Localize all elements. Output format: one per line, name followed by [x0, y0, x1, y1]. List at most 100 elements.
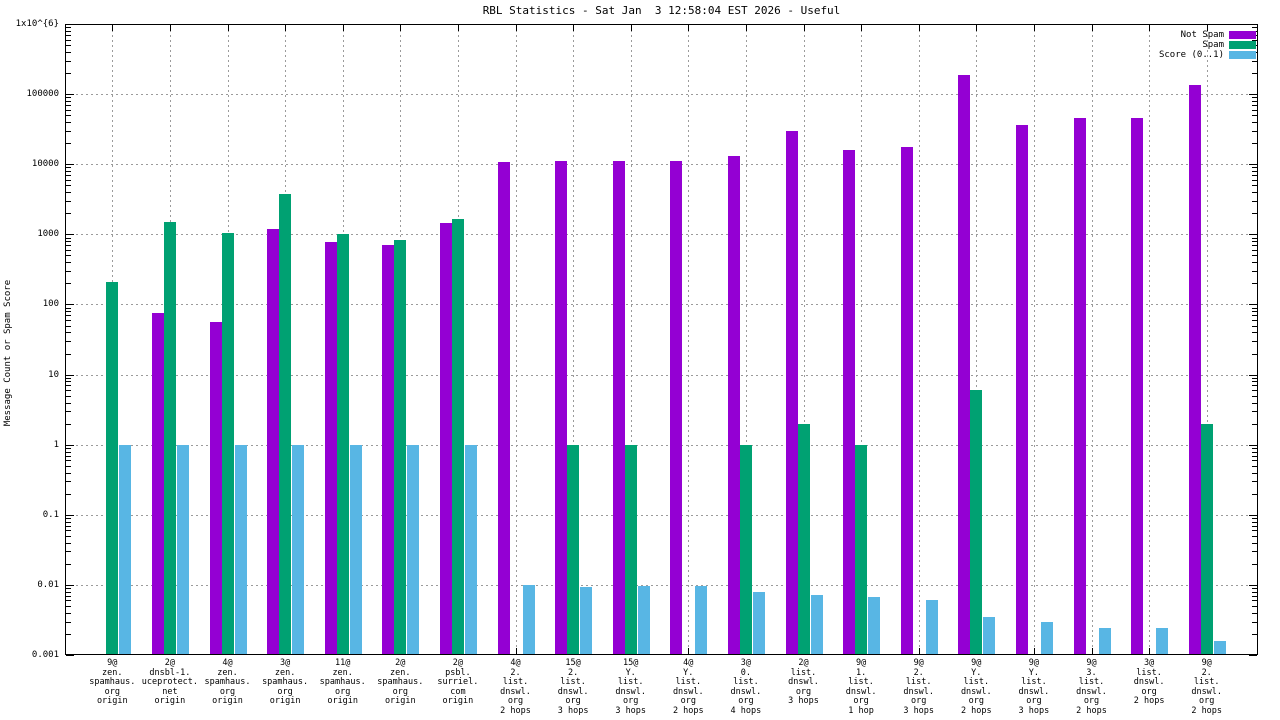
bar-not-spam [785, 130, 798, 655]
bar-score-0-1- [637, 586, 650, 655]
x-category-label: 2@ dnsbl-1. uceprotect. net origin [141, 658, 199, 707]
bar-score-0-1- [176, 444, 189, 655]
y-minor-tick-left [66, 192, 71, 194]
y-minor-tick-left [66, 411, 71, 413]
bar-not-spam [555, 160, 568, 655]
y-minor-tick-left [66, 472, 71, 474]
y-minor-tick-right [1252, 521, 1257, 523]
bar-score-0-1- [407, 444, 420, 655]
bar-not-spam [324, 241, 337, 655]
bar-score-0-1- [580, 586, 593, 655]
y-minor-tick-right [1252, 600, 1257, 602]
y-minor-tick-left [66, 451, 71, 453]
bar-spam [451, 219, 464, 655]
y-major-tick-left [66, 164, 74, 166]
x-gridline [861, 25, 863, 654]
x-tick-top [342, 25, 344, 31]
y-minor-tick-left [66, 34, 71, 36]
y-minor-tick-right [1252, 451, 1257, 453]
x-category-label: 4@ Y. list. dnswl. org 2 hops [672, 658, 704, 716]
y-minor-tick-right [1252, 200, 1257, 202]
y-minor-tick-left [66, 130, 71, 132]
y-minor-tick-right [1252, 493, 1257, 495]
y-major-tick-right [1249, 514, 1257, 516]
y-minor-tick-left [66, 39, 71, 41]
y-minor-tick-left [66, 167, 71, 169]
y-minor-tick-right [1252, 237, 1257, 239]
y-minor-tick-right [1252, 311, 1257, 313]
y-major-tick-left [66, 234, 74, 236]
y-major-tick-right [1249, 234, 1257, 236]
x-gridline [803, 25, 805, 654]
legend-label: Spam [1202, 40, 1224, 50]
x-tick-top [227, 25, 229, 31]
y-minor-tick-right [1252, 423, 1257, 425]
bar-not-spam [670, 160, 683, 655]
y-minor-tick-left [66, 73, 71, 74]
x-tick-top [688, 25, 690, 31]
x-gridline [515, 25, 517, 654]
bar-not-spam [612, 160, 625, 655]
y-minor-tick-right [1252, 385, 1257, 387]
bar-spam [970, 390, 983, 655]
x-tick-top [803, 25, 805, 31]
bar-not-spam [267, 228, 280, 655]
y-minor-tick-right [1252, 109, 1257, 111]
x-gridline [1206, 25, 1208, 654]
x-tick-top [515, 25, 517, 31]
x-tick-top [976, 25, 978, 31]
y-minor-tick-right [1252, 353, 1257, 355]
y-minor-tick-left [66, 27, 71, 29]
x-category-label: 9@ zen. spamhaus. org origin [89, 658, 136, 707]
x-category-label: 9@ 1. list. dnswl. org 1 hop [845, 658, 877, 716]
x-category-label: 11@ zen. spamhaus. org origin [319, 658, 366, 707]
x-gridline [1033, 25, 1035, 654]
x-category-label: 15@ Y. list. dnswl. org 3 hops [615, 658, 647, 716]
x-tick-top [1033, 25, 1035, 31]
bar-score-0-1- [1098, 628, 1111, 655]
bar-not-spam [382, 245, 395, 655]
y-tick-label: 10000 [31, 159, 59, 170]
y-minor-tick-left [66, 311, 71, 313]
y-minor-tick-left [66, 200, 71, 202]
y-minor-tick-left [66, 171, 71, 172]
x-category-label: 9@ 3. list. dnswl. org 2 hops [1076, 658, 1107, 716]
y-minor-tick-left [66, 542, 71, 544]
y-minor-tick-right [1252, 315, 1257, 317]
x-category-label: 2@ psbl. surriel. com origin [437, 658, 479, 707]
y-minor-tick-right [1252, 530, 1257, 532]
bar-not-spam [151, 313, 164, 655]
y-minor-tick-left [66, 249, 71, 251]
y-minor-tick-left [66, 51, 71, 53]
x-category-label: 3@ zen. spamhaus. org origin [262, 658, 309, 707]
y-major-tick-right [1249, 164, 1257, 166]
y-minor-tick-left [66, 185, 71, 187]
x-tick-bottom [918, 648, 920, 654]
y-gridline [66, 304, 1257, 306]
y-minor-tick-left [66, 591, 71, 593]
y-minor-tick-right [1252, 595, 1257, 597]
y-minor-tick-right [1252, 27, 1257, 29]
x-tick-top [573, 25, 575, 31]
y-minor-tick-right [1252, 97, 1257, 99]
y-minor-tick-left [66, 390, 71, 392]
bar-spam [163, 222, 176, 655]
y-minor-tick-left [66, 105, 71, 106]
y-minor-tick-left [66, 262, 71, 264]
y-gridline [66, 514, 1257, 516]
legend-swatch [1229, 31, 1256, 39]
bar-score-0-1- [464, 444, 477, 655]
y-minor-tick-right [1252, 447, 1257, 449]
y-minor-tick-right [1252, 395, 1257, 397]
y-minor-tick-left [66, 385, 71, 387]
y-minor-tick-right [1252, 249, 1257, 251]
y-minor-tick-left [66, 245, 71, 247]
x-tick-top [400, 25, 402, 31]
x-gridline [745, 25, 747, 654]
y-tick-label: 100000 [26, 89, 59, 100]
y-minor-tick-right [1252, 283, 1257, 285]
bar-spam [106, 281, 119, 655]
y-minor-tick-left [66, 45, 71, 47]
y-minor-tick-right [1252, 472, 1257, 474]
bar-not-spam [1131, 117, 1144, 655]
